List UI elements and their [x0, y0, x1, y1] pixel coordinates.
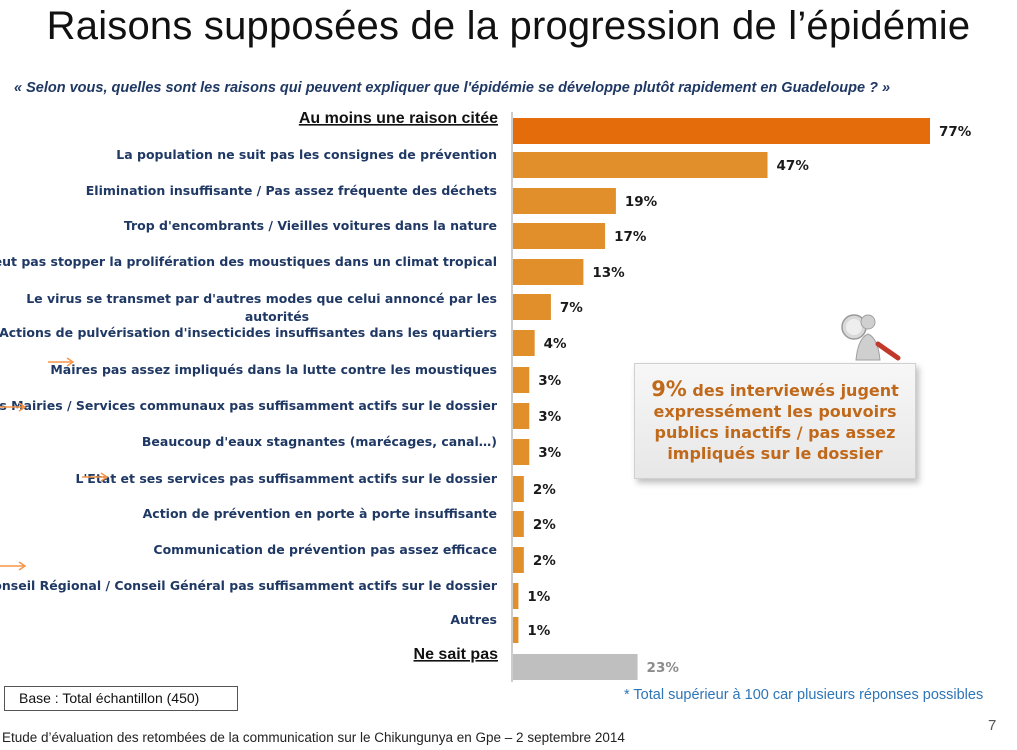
- footer-study-title: Etude d’évaluation des retombées de la c…: [2, 730, 625, 745]
- page-title: Raisons supposées de la progression de l…: [46, 4, 971, 48]
- bar-14: [513, 617, 519, 643]
- value-label-11: 2%: [533, 517, 556, 533]
- category-label-3: Trop d'encombrants / Vieilles voitures d…: [124, 218, 497, 233]
- base-sample-box: Base : Total échantillon (450): [4, 686, 238, 711]
- value-label-9: 3%: [538, 445, 561, 461]
- magnifier-person-icon: [838, 312, 904, 370]
- bar-9: [513, 439, 530, 465]
- category-label-9: Beaucoup d'eaux stagnantes (marécages, c…: [142, 434, 497, 449]
- value-label-6: 4%: [544, 336, 567, 352]
- category-label-10: L'Etat et ses services pas suffisamment …: [75, 471, 497, 486]
- bar-6: [513, 330, 535, 356]
- value-label-1: 47%: [777, 158, 810, 174]
- value-label-3: 17%: [614, 229, 647, 245]
- value-label-10: 2%: [533, 482, 556, 498]
- arrow-icon: [0, 402, 27, 412]
- category-label-4: Peut pas stopper la prolifération des mo…: [0, 254, 497, 269]
- category-label-7: Maires pas assez impliqués dans la lutte…: [50, 362, 497, 377]
- value-label-8: 3%: [538, 409, 561, 425]
- bar-10: [513, 476, 524, 502]
- value-label-14: 1%: [527, 623, 550, 639]
- multiple-answers-note: * Total supérieur à 100 car plusieurs ré…: [624, 687, 984, 703]
- bar-chart: 77% Au moins une raison citée 47% La popula…: [0, 110, 972, 682]
- category-label-2: Elimination insuffisante / Pas assez fré…: [86, 183, 497, 198]
- category-label-5: Le virus se transmet par d'autres modes …: [26, 291, 497, 324]
- bar-15: [513, 654, 638, 680]
- category-label-11: Action de prévention en porte à porte in…: [143, 506, 497, 521]
- arrow-icon: [48, 357, 75, 367]
- category-label-14: Autres: [450, 612, 497, 627]
- value-label-7: 3%: [538, 373, 561, 389]
- bar-8: [513, 403, 530, 429]
- category-label-0: Au moins une raison citée: [299, 110, 498, 127]
- value-label-4: 13%: [592, 265, 625, 281]
- bar-5: [513, 294, 551, 320]
- arrow-icon: [0, 561, 27, 571]
- arrow-icon: [82, 472, 109, 482]
- bar-0: [513, 118, 930, 144]
- bar-13: [513, 583, 519, 609]
- value-label-12: 2%: [533, 553, 556, 569]
- callout-text: 9% des interviewés jugent expressément l…: [635, 376, 915, 464]
- callout-box: 9% des interviewés jugent expressément l…: [634, 363, 916, 479]
- value-label-15: 23%: [647, 660, 680, 676]
- bar-2: [513, 188, 616, 214]
- bar-7: [513, 367, 530, 393]
- value-label-2: 19%: [625, 194, 658, 210]
- callout-highlight: 9%: [651, 376, 687, 401]
- category-label-8: Les Mairies / Services communaux pas suf…: [0, 398, 498, 413]
- value-label-5: 7%: [560, 300, 583, 316]
- category-label-13: Conseil Régional / Conseil Général pas s…: [0, 578, 498, 593]
- page-number: 7: [988, 717, 997, 734]
- value-label-13: 1%: [527, 589, 550, 605]
- bar-4: [513, 259, 584, 285]
- survey-question: « Selon vous, quelles sont les raisons q…: [14, 80, 891, 96]
- callout-body: des interviewés jugent expressément les …: [653, 380, 899, 463]
- category-label-6: Actions de pulvérisation d'insecticides …: [0, 325, 497, 340]
- category-label-1: La population ne suit pas les consignes …: [116, 147, 497, 162]
- bar-1: [513, 152, 768, 178]
- category-label-12: Communication de prévention pas assez ef…: [153, 542, 497, 557]
- bar-11: [513, 511, 524, 537]
- bar-3: [513, 223, 606, 249]
- category-label-15: Ne sait pas: [414, 646, 499, 663]
- bar-12: [513, 547, 524, 573]
- value-label-0: 77%: [939, 124, 972, 140]
